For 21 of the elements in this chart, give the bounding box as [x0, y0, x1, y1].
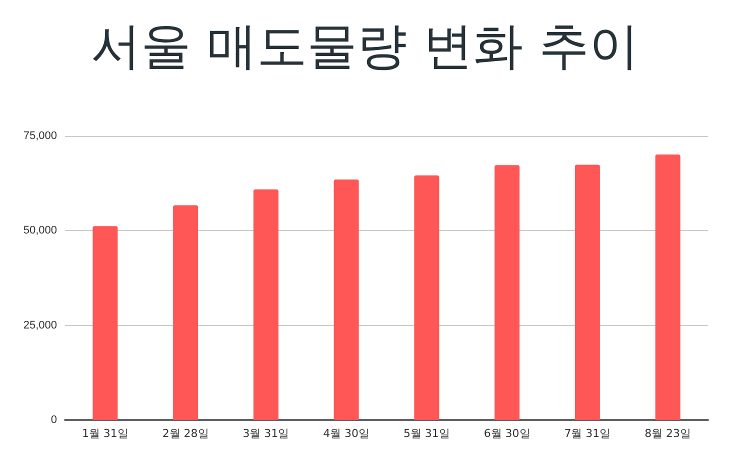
bar: [173, 205, 198, 420]
bar: [414, 175, 440, 420]
bar: [253, 189, 278, 420]
x-tick-label: 3월 31일: [242, 427, 290, 440]
chart-title: 서울 매도물량 변화 추이: [91, 17, 639, 75]
x-tick-label: 5월 31일: [403, 427, 450, 440]
y-tick-label: 75,000: [23, 130, 57, 142]
y-tick-label: 0: [50, 414, 57, 426]
bar: [655, 154, 680, 420]
x-tick-label: 8월 23일: [644, 427, 692, 440]
x-tick-label: 2월 28일: [162, 427, 209, 440]
y-tick-label: 25,000: [23, 319, 57, 332]
bar: [574, 164, 600, 420]
bar: [92, 226, 118, 420]
x-tick-label: 4월 30일: [323, 427, 370, 440]
bar: [334, 180, 359, 420]
x-tick-label: 6월 30일: [484, 427, 530, 440]
x-tick-label: 1월 31일: [82, 427, 128, 440]
y-tick-label: 50,000: [23, 224, 57, 237]
x-tick-label: 7월 31일: [564, 427, 611, 440]
bar: [494, 165, 520, 420]
